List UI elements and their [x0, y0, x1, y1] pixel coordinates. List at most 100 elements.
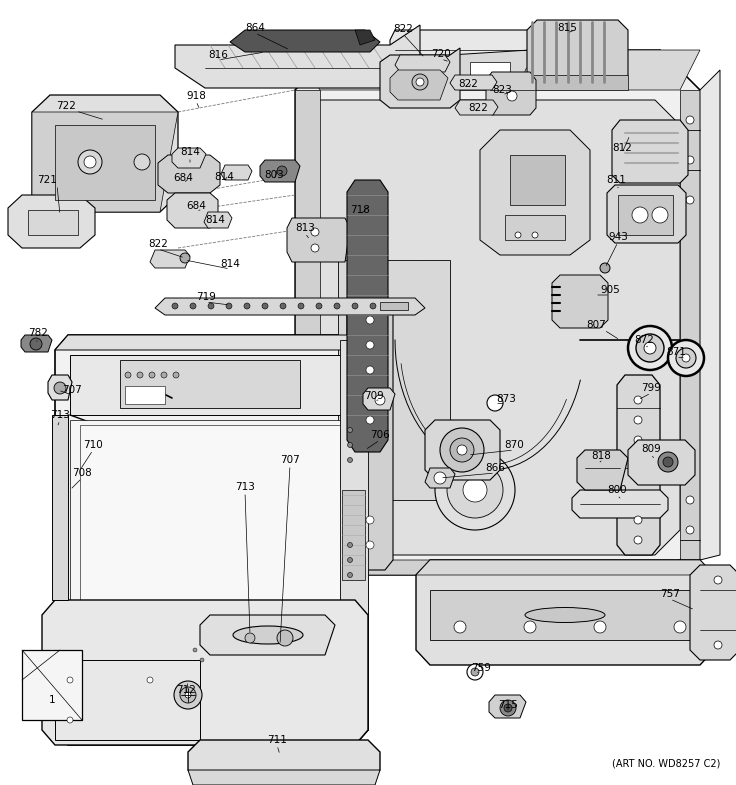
Polygon shape: [425, 420, 500, 480]
Text: 718: 718: [350, 205, 370, 215]
Circle shape: [686, 196, 694, 204]
Polygon shape: [700, 70, 720, 560]
Circle shape: [226, 303, 232, 309]
Text: 713: 713: [50, 410, 70, 420]
Text: 712: 712: [176, 685, 196, 695]
Polygon shape: [617, 375, 660, 555]
Text: 707: 707: [62, 385, 82, 395]
Polygon shape: [607, 185, 686, 243]
Circle shape: [634, 416, 642, 424]
Circle shape: [30, 338, 42, 350]
Text: 872: 872: [634, 335, 654, 345]
Circle shape: [298, 303, 304, 309]
Circle shape: [515, 232, 521, 238]
Circle shape: [311, 228, 319, 236]
Polygon shape: [380, 48, 460, 108]
Text: 814: 814: [220, 259, 240, 269]
Text: 811: 811: [606, 175, 626, 185]
Circle shape: [347, 458, 353, 462]
Text: 721: 721: [37, 175, 57, 185]
Circle shape: [454, 621, 466, 633]
Polygon shape: [80, 425, 345, 728]
Polygon shape: [347, 295, 393, 570]
Polygon shape: [416, 560, 714, 665]
Circle shape: [524, 621, 536, 633]
Polygon shape: [298, 100, 680, 555]
Text: 757: 757: [660, 589, 680, 599]
Text: (ART NO. WD8257 C2): (ART NO. WD8257 C2): [612, 758, 720, 768]
Text: 722: 722: [56, 101, 76, 111]
Circle shape: [280, 303, 286, 309]
Polygon shape: [52, 415, 68, 600]
Text: 711: 711: [267, 735, 287, 745]
Polygon shape: [363, 388, 395, 410]
Circle shape: [347, 428, 353, 433]
Text: 822: 822: [148, 239, 168, 249]
Circle shape: [174, 681, 202, 709]
Circle shape: [161, 372, 167, 378]
Circle shape: [370, 303, 376, 309]
Bar: [125, 386, 165, 404]
Text: 823: 823: [492, 85, 512, 95]
Circle shape: [334, 303, 340, 309]
Circle shape: [245, 633, 255, 643]
Polygon shape: [572, 490, 668, 518]
Bar: [28, 210, 78, 235]
Ellipse shape: [525, 608, 605, 623]
Circle shape: [366, 391, 374, 399]
Circle shape: [674, 621, 686, 633]
Circle shape: [366, 541, 374, 549]
Circle shape: [450, 438, 474, 462]
Text: 706: 706: [370, 430, 390, 440]
Polygon shape: [70, 420, 355, 735]
Circle shape: [190, 303, 196, 309]
Circle shape: [347, 572, 353, 578]
Circle shape: [525, 67, 535, 77]
Polygon shape: [338, 260, 450, 500]
Polygon shape: [486, 72, 536, 115]
Polygon shape: [416, 560, 714, 575]
Circle shape: [347, 443, 353, 447]
Circle shape: [663, 457, 673, 467]
Polygon shape: [577, 450, 628, 490]
Circle shape: [149, 372, 155, 378]
Polygon shape: [8, 195, 95, 248]
Circle shape: [668, 340, 704, 376]
Circle shape: [457, 445, 467, 455]
Circle shape: [173, 372, 179, 378]
Circle shape: [147, 677, 153, 683]
Text: 800: 800: [607, 485, 627, 495]
Polygon shape: [175, 25, 420, 88]
Text: 871: 871: [666, 347, 686, 357]
Polygon shape: [355, 30, 375, 45]
Circle shape: [686, 526, 694, 534]
Circle shape: [208, 303, 214, 309]
Circle shape: [658, 452, 678, 472]
Circle shape: [532, 232, 538, 238]
Circle shape: [634, 396, 642, 404]
Polygon shape: [430, 590, 700, 640]
Circle shape: [172, 303, 178, 309]
Polygon shape: [390, 30, 538, 65]
Circle shape: [682, 354, 690, 362]
Circle shape: [644, 342, 656, 354]
Polygon shape: [295, 50, 700, 575]
Circle shape: [366, 316, 374, 324]
Circle shape: [67, 677, 73, 683]
Circle shape: [193, 648, 197, 652]
Polygon shape: [70, 355, 355, 415]
Circle shape: [180, 253, 190, 263]
Polygon shape: [48, 375, 72, 400]
Circle shape: [67, 717, 73, 723]
Text: 943: 943: [608, 232, 628, 242]
Text: 818: 818: [591, 451, 611, 461]
Polygon shape: [55, 125, 155, 200]
Text: 822: 822: [393, 24, 413, 34]
Text: 814: 814: [180, 147, 200, 157]
Text: 713: 713: [235, 482, 255, 492]
Polygon shape: [612, 120, 688, 183]
Text: 870: 870: [504, 440, 524, 450]
Polygon shape: [295, 90, 320, 560]
Circle shape: [435, 450, 515, 530]
Text: 905: 905: [600, 285, 620, 295]
